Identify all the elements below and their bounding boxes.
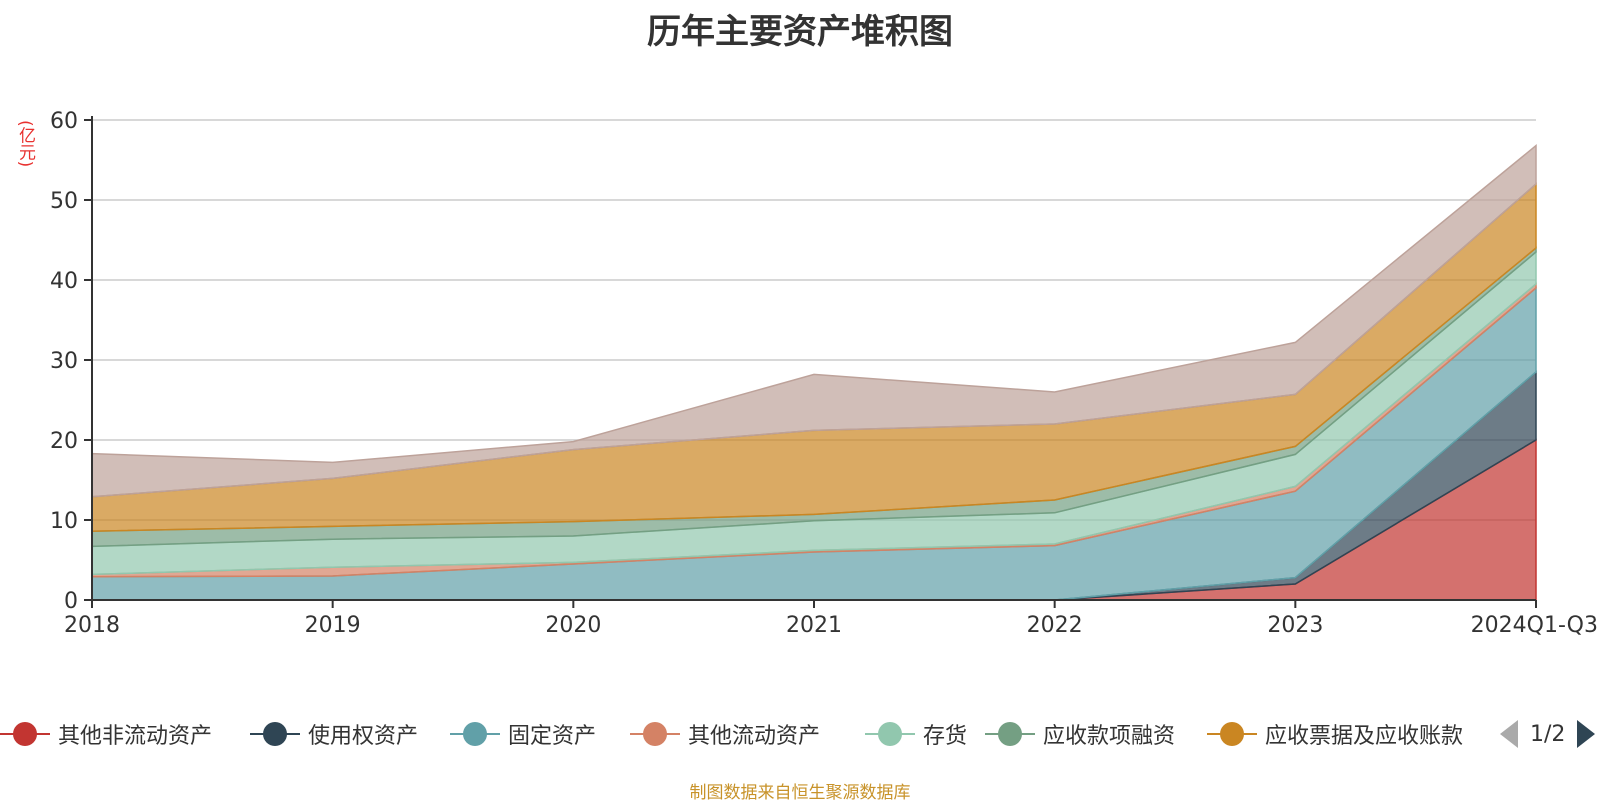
- legend-label: 存货: [923, 724, 968, 749]
- legend-item[interactable]: 应收款项融资: [985, 712, 1175, 756]
- x-tick-label: 2020: [545, 613, 601, 638]
- x-tick-label: 2022: [1027, 613, 1083, 638]
- axes: [84, 116, 1537, 608]
- legend-item[interactable]: 其他非流动资产: [0, 712, 212, 756]
- pager-next-icon[interactable]: [1577, 720, 1596, 748]
- legend: 其他非流动资产 使用权资产 固定资产 其他流动资产 存货 应收款项融资 应收票据及应收账款: [0, 712, 1600, 756]
- legend-label: 应收款项融资: [1043, 724, 1176, 749]
- x-tick-label: 2024Q1-Q3: [1471, 613, 1598, 638]
- y-tick-label: 20: [50, 429, 78, 454]
- legend-label: 应收票据及应收账款: [1265, 724, 1464, 749]
- legend-item[interactable]: 其他流动资产: [630, 712, 820, 756]
- legend-label: 其他非流动资产: [58, 724, 213, 749]
- source-note: 制图数据来自恒生聚源数据库: [689, 783, 911, 803]
- legend-marker: [450, 721, 500, 747]
- y-tick-label: 10: [50, 509, 78, 534]
- y-tick-label: 0: [64, 589, 78, 614]
- chart-title: 历年主要资产堆积图: [647, 12, 953, 52]
- legend-item[interactable]: 固定资产: [450, 712, 596, 756]
- area-series-7: [91, 144, 1537, 498]
- legend-marker: [985, 721, 1035, 747]
- y-tick-label: 60: [50, 109, 78, 134]
- legend-marker: [865, 721, 915, 747]
- stacked-area-chart: 0 10 20 30 40 50 60 2018 2019 2020 2021 2022 2023 202…: [50, 109, 1598, 638]
- legend-marker: [1207, 721, 1257, 747]
- y-tick-label: 30: [50, 349, 78, 374]
- legend-pager: 1/2: [1500, 712, 1596, 756]
- pager-text: 1/2: [1530, 721, 1566, 747]
- legend-marker: [630, 721, 680, 747]
- x-tick-label: 2018: [64, 613, 120, 638]
- y-axis-unit: (亿元): [15, 120, 35, 168]
- x-tick-label: 2023: [1267, 613, 1323, 638]
- legend-label: 使用权资产: [308, 724, 419, 749]
- legend-label: 其他流动资产: [688, 724, 821, 749]
- legend-item[interactable]: 存货: [865, 712, 967, 756]
- x-tick-label: 2019: [305, 613, 361, 638]
- pager-prev-icon[interactable]: [1500, 720, 1518, 748]
- legend-marker: [250, 721, 300, 747]
- x-tick-label: 2021: [786, 613, 842, 638]
- y-tick-label: 40: [50, 269, 78, 294]
- y-tick-label: 50: [50, 189, 78, 214]
- area-series: [91, 144, 1537, 601]
- legend-item[interactable]: 应收票据及应收账款: [1207, 712, 1463, 756]
- legend-marker: [0, 721, 50, 747]
- tick-labels: 0 10 20 30 40 50 60 2018 2019 2020 2021 2022 2023 202…: [50, 109, 1598, 638]
- legend-item[interactable]: 使用权资产: [250, 712, 418, 756]
- legend-label: 固定资产: [508, 724, 597, 749]
